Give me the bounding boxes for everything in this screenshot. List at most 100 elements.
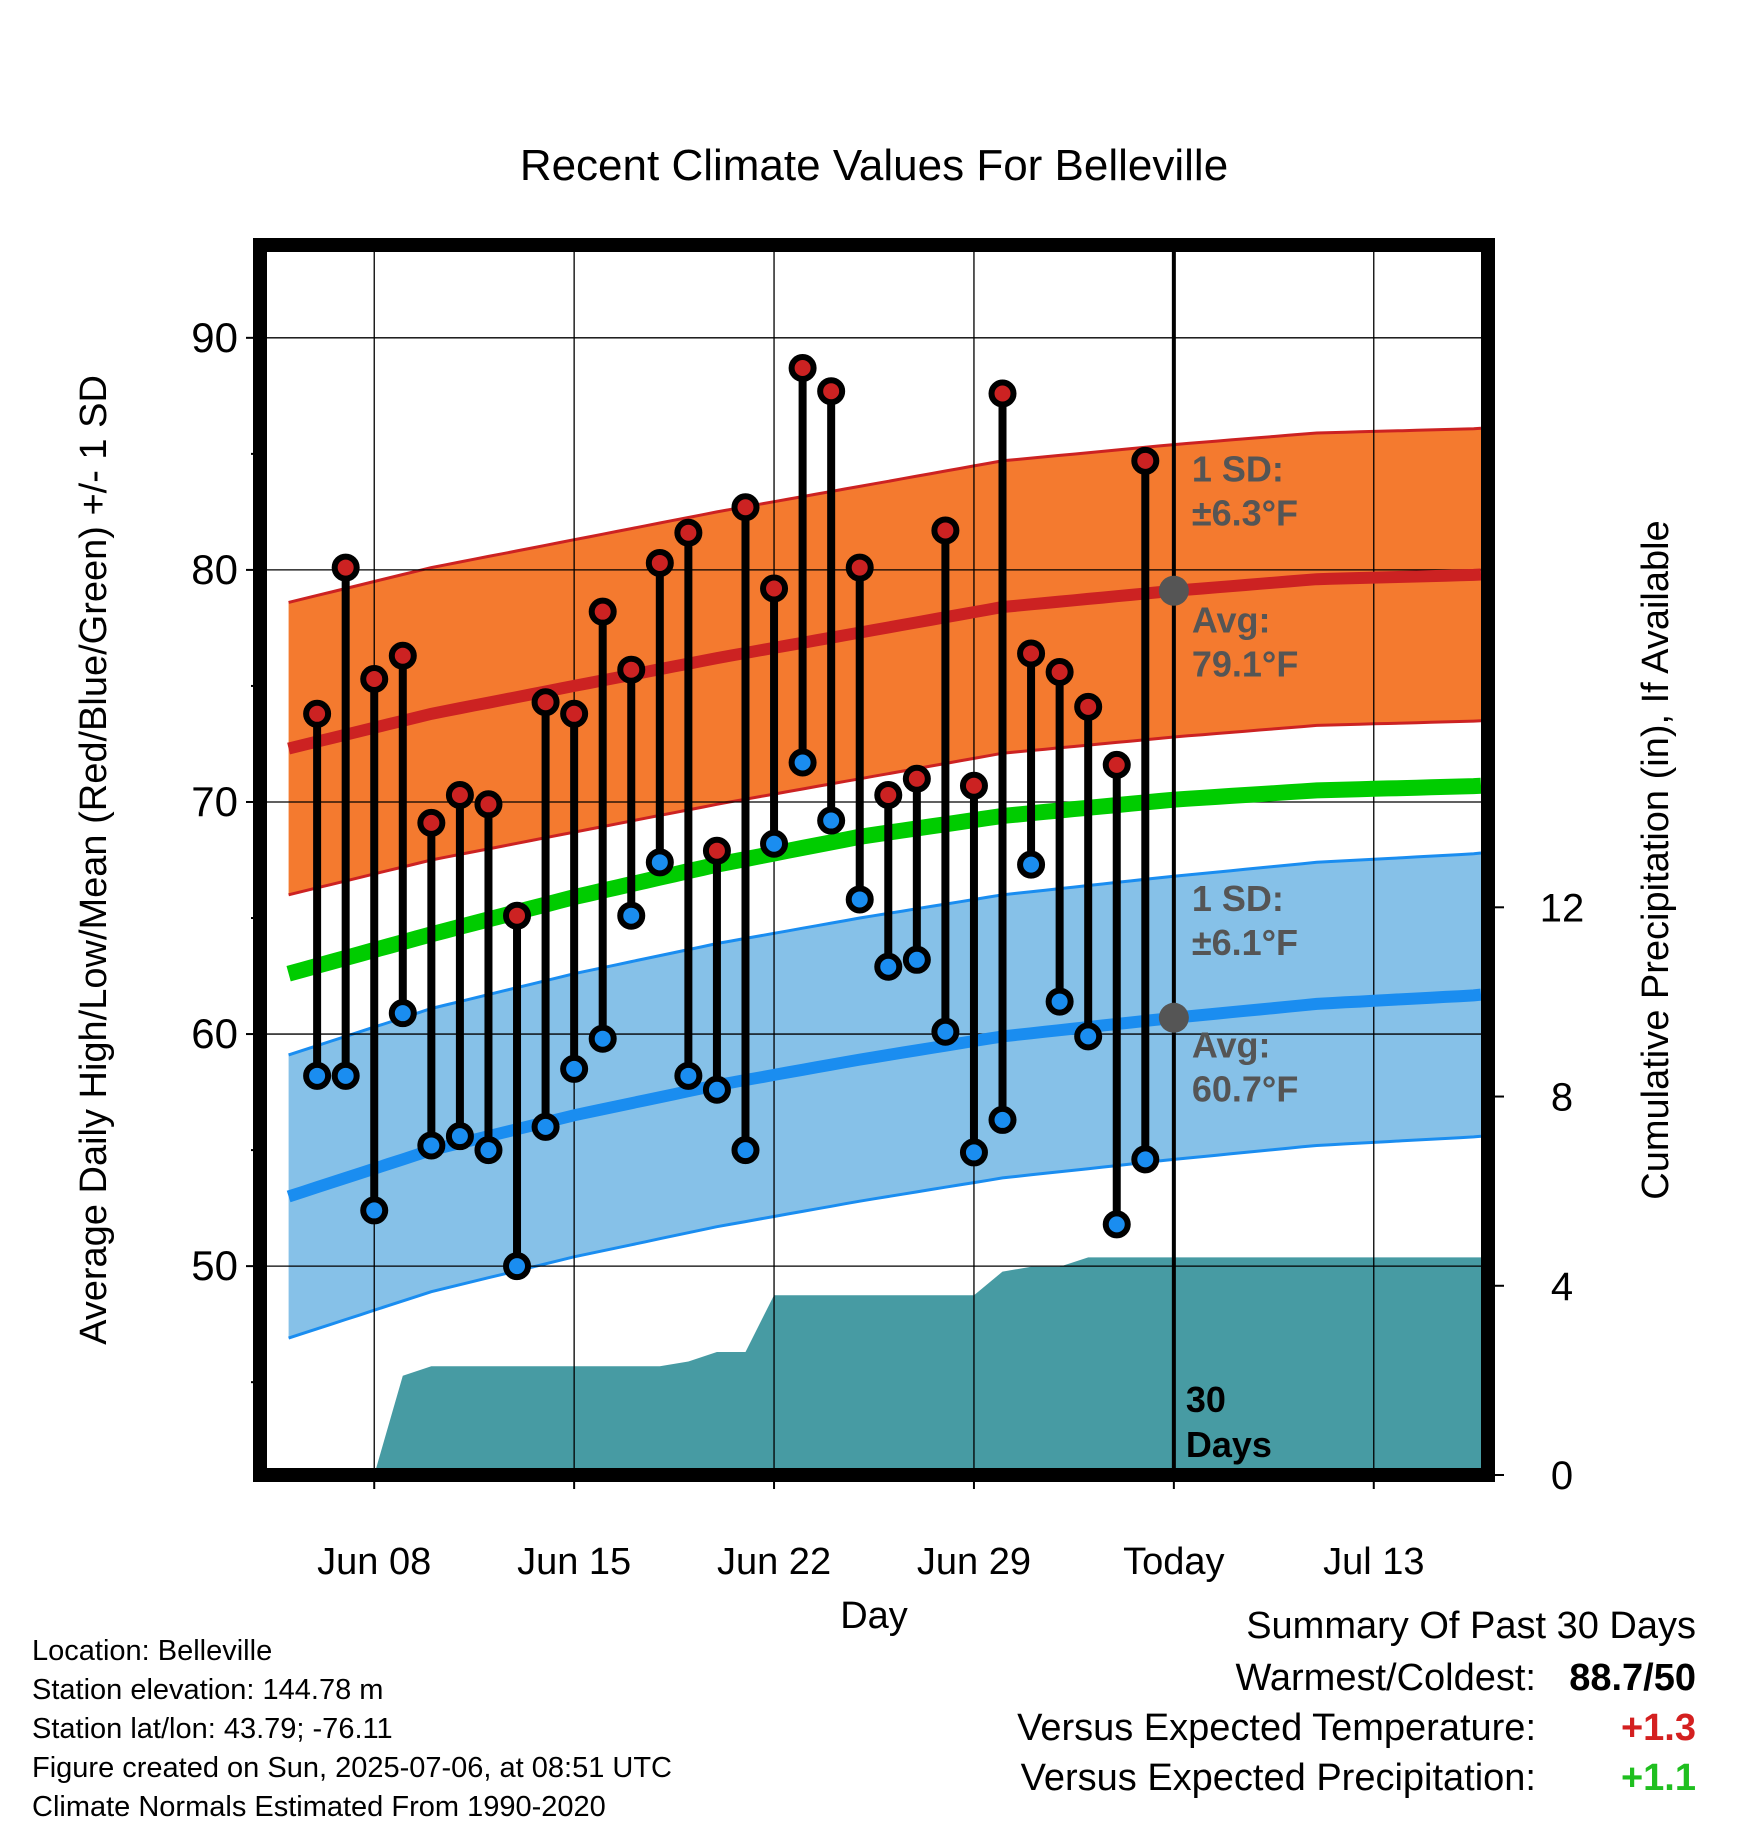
high-point bbox=[845, 553, 874, 582]
summary-label: Warmest/Coldest: bbox=[1235, 1656, 1536, 1699]
high-point bbox=[817, 377, 846, 406]
low-point bbox=[474, 1136, 503, 1165]
high-point bbox=[874, 781, 903, 810]
low-point bbox=[817, 806, 846, 835]
summary-value: 88.7/50 bbox=[1569, 1656, 1696, 1699]
y-axis-label: Average Daily High/Low/Mean (Red/Blue/Gr… bbox=[73, 375, 115, 1345]
high-point bbox=[702, 836, 731, 865]
high-point bbox=[331, 553, 360, 582]
low-point bbox=[388, 999, 417, 1028]
high-point bbox=[560, 699, 589, 728]
high-point bbox=[531, 688, 560, 717]
high-avg-annotation: 79.1°F bbox=[1192, 644, 1298, 685]
summary-label: Versus Expected Temperature: bbox=[1017, 1706, 1536, 1749]
low-point bbox=[1102, 1210, 1131, 1239]
footer-latlon: Station lat/lon: 43.79; -76.11 bbox=[32, 1713, 393, 1745]
low-point bbox=[845, 885, 874, 914]
high-sd-annotation: ±6.3°F bbox=[1192, 493, 1298, 534]
footer-elevation: Station elevation: 144.78 m bbox=[32, 1674, 384, 1706]
high-point bbox=[674, 518, 703, 547]
low-point bbox=[503, 1252, 532, 1281]
y-tick-label: 60 bbox=[191, 1010, 238, 1057]
summary-row-temperature: Versus Expected Temperature: +1.3 bbox=[896, 1703, 1696, 1753]
x-tick-label: Jun 15 bbox=[517, 1541, 631, 1583]
summary-value: +1.3 bbox=[1620, 1706, 1696, 1749]
y-tick-label: 50 bbox=[191, 1242, 238, 1289]
low-point bbox=[1074, 1022, 1103, 1051]
high-point bbox=[1131, 446, 1160, 475]
low-point bbox=[959, 1138, 988, 1167]
high-point bbox=[1017, 639, 1046, 668]
low-avg-annotation: Avg: bbox=[1192, 1024, 1271, 1065]
y-tick-label: 90 bbox=[191, 314, 238, 361]
x-tick-label: Jun 22 bbox=[717, 1541, 831, 1583]
low-point bbox=[417, 1131, 446, 1160]
summary-label: Versus Expected Precipitation: bbox=[1020, 1756, 1536, 1799]
low-point bbox=[645, 848, 674, 877]
low-point bbox=[303, 1061, 332, 1090]
high-point bbox=[1074, 692, 1103, 721]
y2-tick-label: 4 bbox=[1551, 1265, 1573, 1309]
low-sd-band bbox=[288, 853, 1482, 1339]
today-days-label: Days bbox=[1186, 1424, 1272, 1465]
low-point bbox=[902, 945, 931, 974]
y2-axis-label: Cumulative Precipitation (in), If Availa… bbox=[1635, 520, 1677, 1199]
summary-title: Summary Of Past 30 Days bbox=[1246, 1605, 1696, 1647]
high-point bbox=[303, 699, 332, 728]
high-sd-band-upper-edge bbox=[288, 426, 1482, 604]
x-tick-label: Jun 08 bbox=[317, 1541, 431, 1583]
high-sd-annotation: 1 SD: bbox=[1192, 449, 1284, 490]
high-point bbox=[388, 641, 417, 670]
low-point bbox=[617, 901, 646, 930]
low-sd-band-lower-edge bbox=[288, 1134, 1482, 1340]
high-point bbox=[760, 574, 789, 603]
high-avg-line bbox=[287, 568, 1482, 755]
low-point bbox=[931, 1017, 960, 1046]
high-avg-annotation: Avg: bbox=[1192, 600, 1271, 641]
observations-group bbox=[303, 354, 1160, 1281]
high-point bbox=[417, 808, 446, 837]
summary-row-precipitation: Versus Expected Precipitation: +1.1 bbox=[896, 1753, 1696, 1803]
axes-group: 50 60 70 80 90 0 4 8 12 Jun 08 Jun 15 Jun 22 Jun 29 T… bbox=[191, 314, 1584, 1583]
high-point bbox=[503, 901, 532, 930]
y2-tick-label: 8 bbox=[1551, 1076, 1573, 1120]
footer-normals: Climate Normals Estimated From 1990-2020 bbox=[32, 1791, 606, 1823]
low-point bbox=[874, 952, 903, 981]
footer-location: Location: Belleville bbox=[32, 1635, 273, 1667]
high-point bbox=[1102, 750, 1131, 779]
y-tick-label: 80 bbox=[191, 546, 238, 593]
high-point bbox=[617, 655, 646, 684]
low-avg-annotation: 60.7°F bbox=[1192, 1068, 1298, 1109]
low-sd-annotation: 1 SD: bbox=[1192, 878, 1284, 919]
high-point bbox=[988, 379, 1017, 408]
precip-area bbox=[374, 1257, 1482, 1475]
high-point bbox=[959, 771, 988, 800]
low-point bbox=[531, 1112, 560, 1141]
high-sd-band bbox=[288, 428, 1482, 895]
chart-title: Recent Climate Values For Belleville bbox=[520, 141, 1228, 190]
high-point bbox=[1045, 658, 1074, 687]
y2-tick-label: 0 bbox=[1551, 1454, 1573, 1498]
x-tick-label: Jun 29 bbox=[917, 1541, 1031, 1583]
low-point bbox=[1017, 850, 1046, 879]
high-point bbox=[360, 664, 389, 693]
high-point bbox=[902, 764, 931, 793]
plot-frame bbox=[253, 238, 1495, 1482]
footer-created: Figure created on Sun, 2025-07-06, at 08… bbox=[32, 1752, 672, 1784]
x-tick-label: Today bbox=[1123, 1541, 1224, 1583]
low-point bbox=[731, 1136, 760, 1165]
summary-row-warmest: Warmest/Coldest: 88.7/50 bbox=[896, 1653, 1696, 1703]
high-point bbox=[588, 597, 617, 626]
low-point bbox=[560, 1054, 589, 1083]
low-point bbox=[331, 1061, 360, 1090]
high-point bbox=[474, 790, 503, 819]
x-axis-label: Day bbox=[840, 1595, 908, 1637]
low-point bbox=[674, 1061, 703, 1090]
high-point bbox=[445, 781, 474, 810]
high-point bbox=[788, 354, 817, 382]
summary-panel: Summary Of Past 30 Days Warmest/Coldest:… bbox=[896, 1605, 1696, 1803]
